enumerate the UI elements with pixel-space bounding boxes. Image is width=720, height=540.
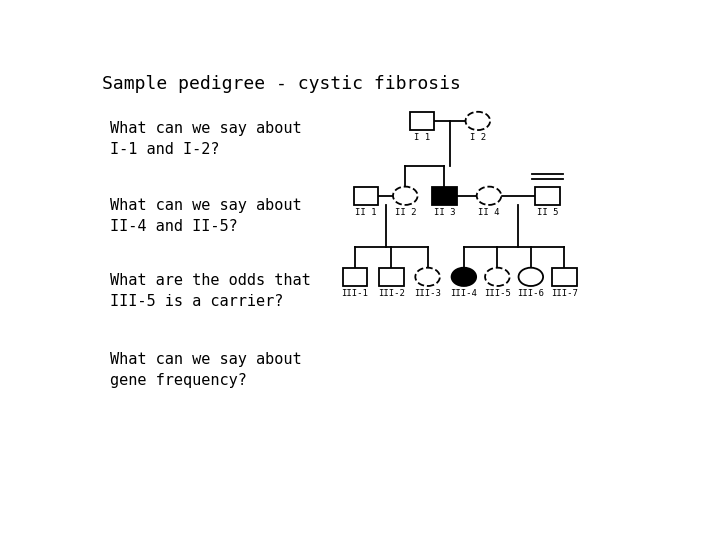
Bar: [379, 268, 404, 286]
Text: I 1: I 1: [414, 133, 430, 143]
Text: II 4: II 4: [478, 208, 500, 217]
Bar: [535, 187, 560, 205]
Bar: [552, 268, 577, 286]
Text: What can we say about
I-1 and I-2?: What can we say about I-1 and I-2?: [109, 121, 301, 157]
Text: III-7: III-7: [551, 289, 577, 298]
Circle shape: [451, 268, 476, 286]
Text: I 2: I 2: [469, 133, 486, 143]
Circle shape: [415, 268, 440, 286]
Text: III-3: III-3: [414, 289, 441, 298]
Text: What are the odds that
III-5 is a carrier?: What are the odds that III-5 is a carrie…: [109, 273, 310, 309]
Text: What can we say about
gene frequency?: What can we say about gene frequency?: [109, 352, 301, 388]
Text: II 3: II 3: [433, 208, 455, 217]
Text: II 2: II 2: [395, 208, 416, 217]
Bar: [354, 187, 379, 205]
Text: Sample pedigree - cystic fibrosis: Sample pedigree - cystic fibrosis: [102, 75, 461, 93]
Circle shape: [518, 268, 543, 286]
Text: What can we say about
II-4 and II-5?: What can we say about II-4 and II-5?: [109, 198, 301, 234]
Text: III-6: III-6: [518, 289, 544, 298]
Text: III-1: III-1: [341, 289, 369, 298]
Bar: [410, 112, 434, 130]
Bar: [343, 268, 367, 286]
Bar: [432, 187, 456, 205]
Text: II 5: II 5: [537, 208, 558, 217]
Circle shape: [477, 187, 501, 205]
Circle shape: [393, 187, 418, 205]
Text: III-5: III-5: [484, 289, 510, 298]
Text: II 1: II 1: [356, 208, 377, 217]
Circle shape: [485, 268, 510, 286]
Text: III-2: III-2: [378, 289, 405, 298]
Text: III-4: III-4: [451, 289, 477, 298]
Circle shape: [466, 112, 490, 130]
